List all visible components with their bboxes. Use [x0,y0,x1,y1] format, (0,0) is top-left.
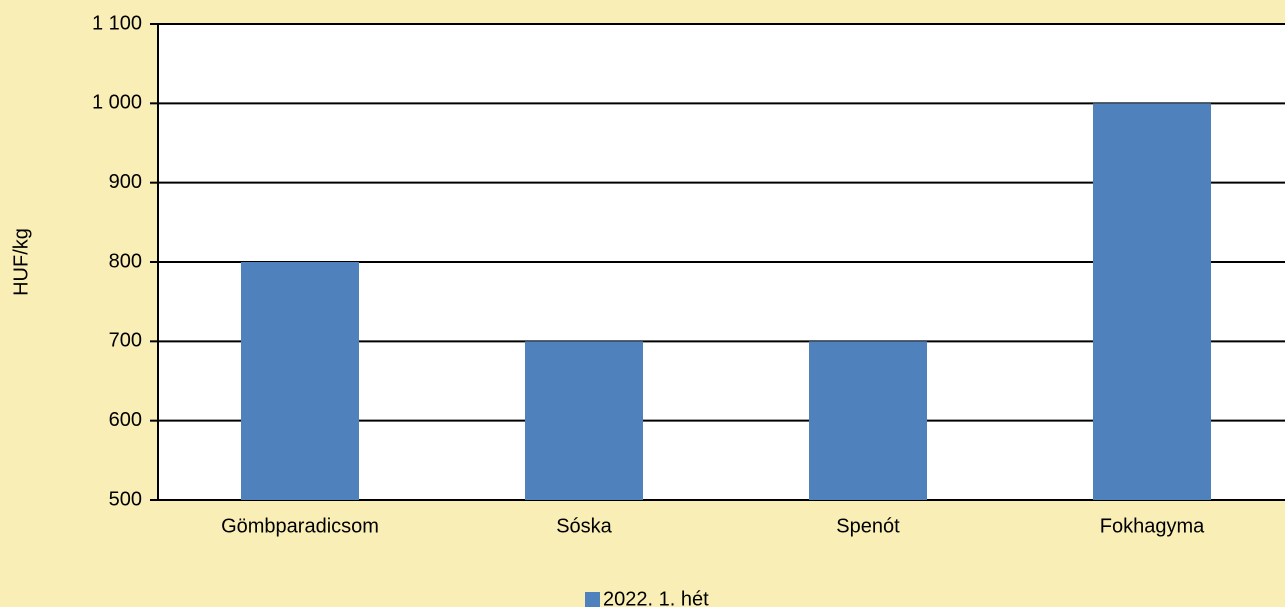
x-tick-label: Spenót [836,515,900,537]
y-tick-label: 900 [109,171,142,193]
y-tick-label: 600 [109,409,142,431]
bar [525,341,643,500]
y-tick-label: 700 [109,330,142,352]
bar [1093,103,1211,500]
bar [241,262,359,500]
y-tick-label: 1 000 [92,92,142,114]
legend-swatch [585,592,600,607]
legend-label: 2022. 1. hét [603,588,709,607]
x-tick-label: Fokhagyma [1100,515,1205,537]
x-tick-label: Sóska [556,515,612,537]
y-tick-label: 1 100 [92,12,142,34]
y-tick-label: 500 [109,488,142,510]
y-axis-label: HUF/kg [10,228,32,296]
x-tick-label: Gömbparadicsom [221,515,379,537]
bar [809,341,927,500]
y-tick-label: 800 [109,250,142,272]
